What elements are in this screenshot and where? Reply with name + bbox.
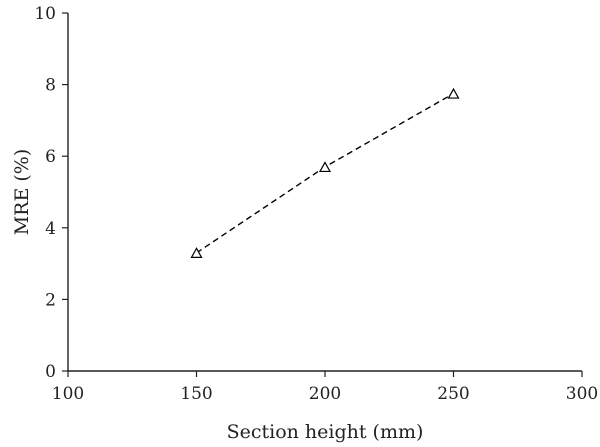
x-tick-label: 200 [309,384,341,404]
x-axis-title: Section height (mm) [227,421,424,443]
y-axis-title: MRE (%) [11,149,33,236]
x-tick-label: 100 [52,384,84,404]
y-tick-label: 6 [45,147,56,167]
data-point-triangle [447,87,460,99]
axes [67,13,582,372]
x-ticks: 100 150 200 250 300 [52,371,598,404]
x-tick-label: 150 [180,384,212,404]
data-point-triangle [318,161,332,173]
y-tick-label: 2 [45,290,56,310]
series-line [196,92,454,254]
y-ticks: 0 2 4 6 8 10 [34,4,68,382]
y-tick-label: 10 [34,4,56,24]
x-tick-label: 300 [566,384,598,404]
data-point-triangle [190,247,203,258]
y-tick-label: 4 [45,219,56,239]
x-tick-label: 250 [437,384,469,404]
data-series [190,87,460,258]
y-tick-label: 8 [45,76,56,96]
y-tick-label: 0 [45,362,56,382]
